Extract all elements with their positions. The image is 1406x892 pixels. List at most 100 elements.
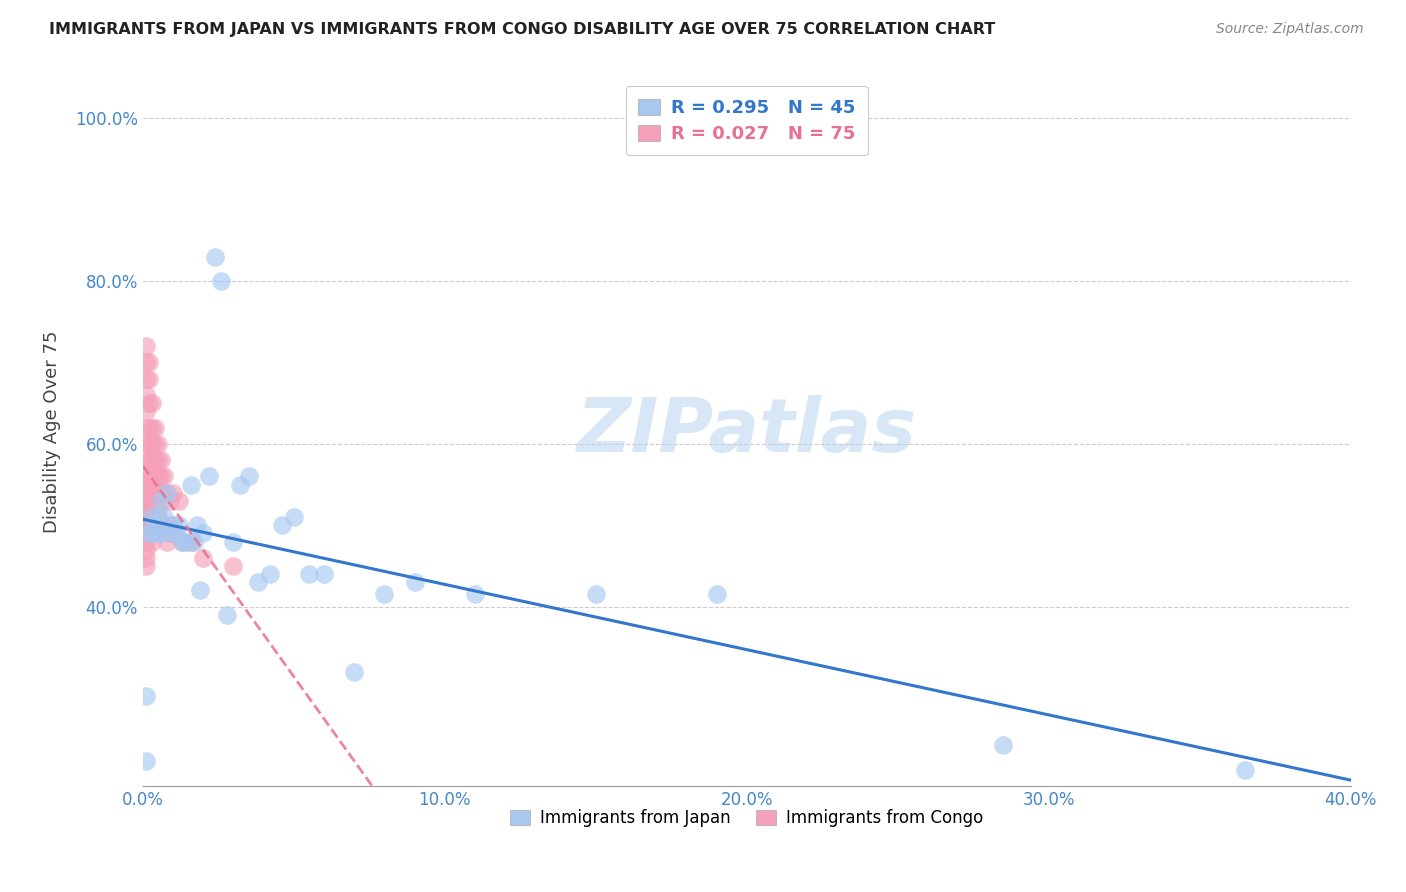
Point	[141, 502, 163, 516]
Point	[167, 493, 190, 508]
Point	[146, 437, 169, 451]
Point	[138, 526, 160, 541]
Point	[141, 526, 163, 541]
Y-axis label: Disability Age Over 75: Disability Age Over 75	[44, 330, 60, 533]
Point	[153, 518, 176, 533]
Point	[141, 437, 163, 451]
Point	[146, 518, 169, 533]
Point	[153, 469, 176, 483]
Point	[143, 469, 166, 483]
Point	[141, 534, 163, 549]
Point	[150, 518, 173, 533]
Point	[177, 534, 200, 549]
Point	[146, 526, 169, 541]
Point	[141, 510, 163, 524]
Point	[238, 469, 260, 483]
Point	[135, 388, 157, 402]
Point	[138, 396, 160, 410]
Point	[186, 518, 208, 533]
Point	[143, 518, 166, 533]
Legend: Immigrants from Japan, Immigrants from Congo: Immigrants from Japan, Immigrants from C…	[503, 803, 990, 834]
Point	[138, 420, 160, 434]
Point	[993, 738, 1015, 752]
Point	[138, 518, 160, 533]
Point	[1234, 763, 1257, 777]
Point	[172, 534, 194, 549]
Text: IMMIGRANTS FROM JAPAN VS IMMIGRANTS FROM CONGO DISABILITY AGE OVER 75 CORRELATIO: IMMIGRANTS FROM JAPAN VS IMMIGRANTS FROM…	[49, 22, 995, 37]
Point	[150, 526, 173, 541]
Point	[153, 485, 176, 500]
Point	[143, 518, 166, 533]
Point	[153, 510, 176, 524]
Point	[135, 485, 157, 500]
Point	[138, 453, 160, 467]
Point	[204, 250, 226, 264]
Point	[135, 493, 157, 508]
Point	[138, 502, 160, 516]
Point	[135, 755, 157, 769]
Point	[141, 526, 163, 541]
Point	[135, 453, 157, 467]
Point	[156, 534, 179, 549]
Point	[143, 453, 166, 467]
Point	[146, 485, 169, 500]
Point	[135, 469, 157, 483]
Point	[150, 485, 173, 500]
Point	[343, 665, 366, 679]
Point	[259, 567, 281, 582]
Point	[135, 518, 157, 533]
Point	[141, 469, 163, 483]
Point	[135, 526, 157, 541]
Point	[138, 437, 160, 451]
Point	[135, 550, 157, 565]
Text: ZIPatlas: ZIPatlas	[576, 395, 917, 468]
Point	[141, 510, 163, 524]
Point	[141, 396, 163, 410]
Point	[141, 453, 163, 467]
Point	[146, 453, 169, 467]
Point	[143, 420, 166, 434]
Point	[141, 518, 163, 533]
Point	[135, 477, 157, 491]
Point	[146, 469, 169, 483]
Point	[209, 274, 232, 288]
Point	[135, 542, 157, 557]
Point	[135, 404, 157, 418]
Point	[156, 485, 179, 500]
Point	[138, 355, 160, 369]
Point	[159, 526, 181, 541]
Point	[159, 526, 181, 541]
Point	[135, 502, 157, 516]
Point	[270, 518, 292, 533]
Point	[138, 526, 160, 541]
Point	[165, 526, 187, 541]
Point	[464, 587, 486, 601]
Point	[174, 534, 197, 549]
Point	[193, 550, 215, 565]
Point	[135, 437, 157, 451]
Point	[150, 493, 173, 508]
Point	[312, 567, 335, 582]
Point	[706, 587, 728, 601]
Point	[162, 518, 184, 533]
Point	[141, 420, 163, 434]
Point	[135, 372, 157, 386]
Point	[162, 518, 184, 533]
Point	[156, 518, 179, 533]
Point	[135, 534, 157, 549]
Point	[222, 558, 245, 573]
Point	[159, 493, 181, 508]
Point	[183, 534, 205, 549]
Point	[135, 558, 157, 573]
Point	[162, 485, 184, 500]
Point	[193, 526, 215, 541]
Point	[156, 485, 179, 500]
Point	[283, 510, 305, 524]
Text: Source: ZipAtlas.com: Source: ZipAtlas.com	[1216, 22, 1364, 37]
Point	[143, 502, 166, 516]
Point	[138, 485, 160, 500]
Point	[198, 469, 221, 483]
Point	[146, 510, 169, 524]
Point	[143, 437, 166, 451]
Point	[135, 355, 157, 369]
